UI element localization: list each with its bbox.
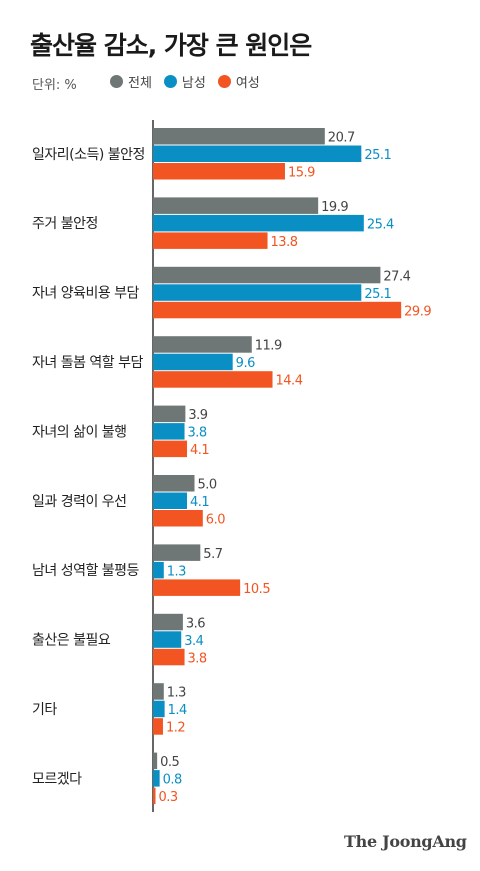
bar-total bbox=[153, 405, 186, 423]
value-label-male: 25.1 bbox=[364, 287, 391, 302]
value-label-total: 5.7 bbox=[203, 547, 222, 562]
bar-total bbox=[153, 197, 319, 214]
category-label: 일자리(소득) 불안정 bbox=[32, 147, 145, 163]
legend-item-male: 남성 bbox=[163, 72, 206, 91]
value-label-female: 4.1 bbox=[190, 443, 209, 458]
value-label-total: 20.7 bbox=[328, 131, 355, 146]
bar-female bbox=[153, 371, 273, 388]
bar-total bbox=[153, 544, 201, 561]
bar-female bbox=[153, 510, 203, 527]
value-label-female: 29.9 bbox=[404, 304, 431, 319]
category-label: 주거 불안정 bbox=[32, 216, 98, 232]
value-label-male: 1.4 bbox=[168, 703, 187, 718]
value-label-total: 27.4 bbox=[383, 269, 410, 284]
legend-item-female: 여성 bbox=[217, 72, 260, 91]
bar-male bbox=[153, 353, 233, 371]
bar-female bbox=[153, 648, 185, 666]
value-label-total: 11.9 bbox=[255, 339, 282, 354]
value-label-female: 14.4 bbox=[276, 374, 303, 389]
bar-male bbox=[153, 145, 362, 162]
value-label-male: 9.6 bbox=[236, 356, 255, 371]
bar-total bbox=[153, 752, 158, 770]
category-label: 일과 경력이 우선 bbox=[32, 494, 127, 510]
brand-logo: The JoongAng bbox=[344, 832, 467, 851]
value-label-total: 5.0 bbox=[198, 478, 217, 493]
legend-label-total: 전체 bbox=[128, 76, 152, 91]
value-label-male: 3.4 bbox=[184, 634, 203, 649]
bar-female bbox=[153, 440, 188, 458]
bar-total bbox=[153, 128, 325, 145]
value-label-total: 3.9 bbox=[188, 408, 207, 423]
bar-female bbox=[153, 787, 156, 805]
bar-male bbox=[153, 284, 362, 301]
legend-swatch-female bbox=[217, 75, 231, 88]
bar-total bbox=[153, 266, 381, 284]
bar-total bbox=[153, 683, 164, 700]
category-label: 모르겠다 bbox=[32, 771, 82, 787]
legend-swatch-total bbox=[110, 75, 123, 88]
category-label: 기타 bbox=[32, 702, 57, 718]
value-label-female: 15.9 bbox=[288, 166, 315, 181]
category-label: 자녀 돌봄 역할 부담 bbox=[32, 355, 144, 371]
value-label-male: 0.8 bbox=[163, 773, 182, 788]
category-label: 자녀 양육비용 부담 bbox=[32, 286, 140, 302]
value-label-female: 6.0 bbox=[206, 513, 225, 528]
value-label-male: 25.4 bbox=[367, 217, 394, 232]
value-label-female: 0.3 bbox=[158, 790, 177, 805]
legend: 전체 남성 여성 bbox=[110, 72, 260, 91]
bar-female bbox=[153, 301, 402, 319]
bar-female bbox=[153, 718, 163, 735]
value-label-female: 1.2 bbox=[166, 721, 185, 736]
bar-female bbox=[153, 232, 268, 249]
value-label-total: 1.3 bbox=[167, 686, 186, 701]
bar-male bbox=[153, 214, 364, 232]
legend-item-total: 전체 bbox=[110, 72, 152, 91]
bar-male bbox=[153, 561, 164, 579]
value-label-female: 3.8 bbox=[188, 651, 207, 666]
bar-male bbox=[153, 492, 188, 509]
unit-label: 단위: % bbox=[32, 78, 77, 93]
bar-female bbox=[153, 163, 285, 180]
legend-label-female: 여성 bbox=[235, 76, 260, 91]
value-label-male: 25.1 bbox=[364, 148, 391, 163]
bar-male bbox=[153, 770, 160, 787]
bar-male bbox=[153, 700, 165, 718]
legend-label-male: 남성 bbox=[181, 76, 206, 91]
bar-male bbox=[153, 631, 182, 648]
category-label: 남녀 성역할 불평등 bbox=[32, 563, 140, 579]
bar-total bbox=[153, 613, 183, 631]
value-label-total: 3.6 bbox=[186, 616, 205, 631]
value-label-male: 3.8 bbox=[188, 426, 207, 441]
value-label-total: 19.9 bbox=[321, 200, 348, 215]
value-label-male: 1.3 bbox=[167, 564, 186, 579]
chart-title: 출산율 감소, 가장 큰 원인은 bbox=[30, 31, 312, 60]
bar-male bbox=[153, 423, 185, 440]
value-label-female: 10.5 bbox=[243, 582, 270, 597]
legend-swatch-male bbox=[163, 75, 177, 88]
value-label-total: 0.5 bbox=[160, 755, 179, 770]
bar-total bbox=[153, 475, 195, 492]
category-label: 자녀의 삶이 불행 bbox=[32, 424, 127, 440]
bar-total bbox=[153, 336, 252, 353]
bar-female bbox=[153, 579, 241, 596]
category-label: 출산은 불필요 bbox=[32, 633, 111, 649]
value-label-male: 4.1 bbox=[190, 495, 209, 510]
value-label-female: 13.8 bbox=[271, 235, 298, 250]
